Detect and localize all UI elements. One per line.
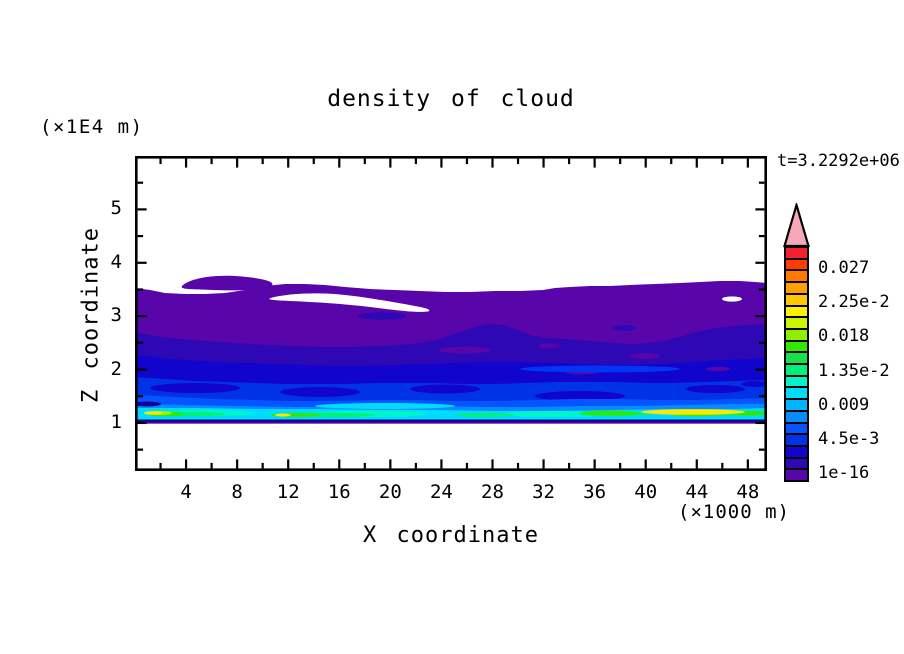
x-tick-label: 32 [532, 481, 556, 503]
colorbar-segment [786, 306, 807, 319]
x-tick-label: 24 [429, 481, 453, 503]
colorbar-segment [786, 388, 807, 401]
colorbar-segment [786, 446, 807, 459]
colorbar-segment [786, 341, 807, 354]
x-axis-title: X coordinate [363, 523, 539, 548]
x-tick-label: 48 [736, 481, 760, 503]
colorbar-segment [786, 353, 807, 366]
colorbar-segment [786, 423, 807, 436]
colorbar-tick-label: 1.35e-2 [818, 360, 890, 381]
z-tick-label: 5 [110, 197, 122, 220]
x-tick-label: 16 [327, 481, 351, 503]
colorbar-tick-label: 1e-16 [818, 463, 870, 484]
z-unit-label: (×1E4 m) [40, 116, 144, 138]
time-label: t=3.2292e+06 [777, 151, 900, 171]
z-tick-label: 3 [110, 304, 122, 327]
axis-tick-marks [137, 158, 765, 469]
x-tick-label: 4 [180, 481, 192, 503]
x-tick-label: 12 [276, 481, 300, 503]
colorbar-tick-label: 0.018 [818, 326, 870, 347]
page-title: density of cloud [327, 86, 575, 112]
colorbar-segment [786, 411, 807, 424]
z-tick-label: 4 [110, 250, 122, 273]
colorbar-tick-label: 0.009 [818, 394, 870, 415]
z-tick-label: 2 [110, 357, 122, 380]
colorbar-segment [786, 248, 807, 260]
x-tick-label: 40 [634, 481, 658, 503]
colorbar-segment [786, 435, 807, 447]
colorbar-segment [786, 318, 807, 330]
colorbar-segment [786, 283, 807, 295]
colorbar-segment [786, 458, 807, 471]
colorbar-segment [786, 376, 807, 389]
colorbar-segment [786, 271, 807, 284]
contour-plot [135, 156, 767, 471]
colorbar-tick-label: 0.027 [818, 258, 870, 278]
x-tick-label: 44 [685, 481, 709, 503]
x-tick-label: 28 [481, 481, 504, 503]
colorbar-segment [786, 365, 807, 377]
z-axis-title: Z coordinate [78, 227, 104, 403]
x-tick-label: 20 [378, 481, 402, 503]
colorbar-tick-label: 4.5e-3 [818, 429, 880, 449]
x-tick-label: 36 [583, 481, 607, 503]
x-tick-label: 8 [231, 481, 243, 503]
colorbar [784, 246, 809, 482]
colorbar-segment [786, 470, 807, 481]
colorbar-segment [786, 400, 807, 412]
z-tick-label: 1 [110, 410, 122, 433]
x-unit-label: (×1000 m) [678, 501, 790, 523]
colorbar-overflow-arrow [783, 203, 810, 248]
colorbar-segment [786, 259, 807, 272]
plot-frame [135, 156, 767, 471]
colorbar-tick-label: 2.25e-2 [818, 292, 890, 313]
colorbar-segment [786, 294, 807, 307]
contour-field [135, 156, 767, 471]
colorbar-segment [786, 329, 807, 342]
